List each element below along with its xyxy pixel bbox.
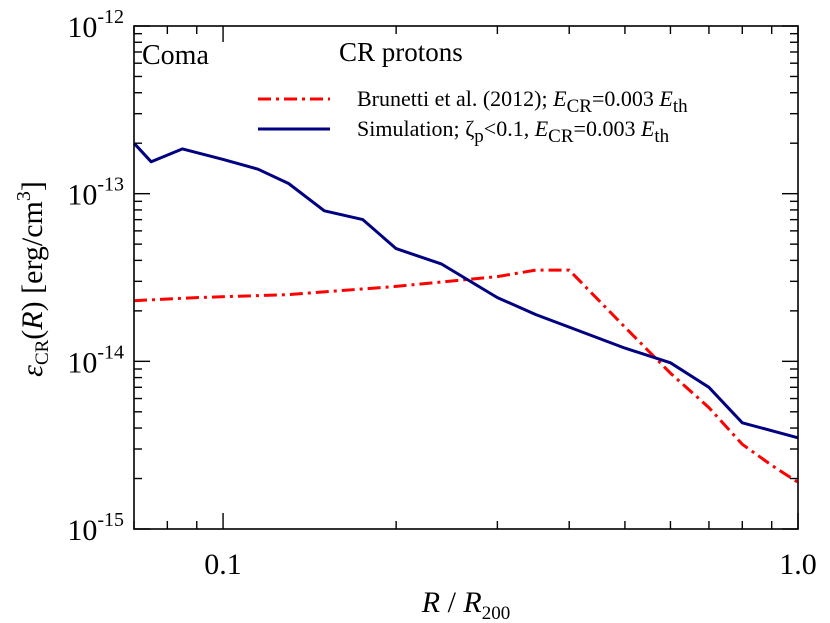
y-axis-title: εCR(R) [erg/cm3] <box>13 181 53 377</box>
x-tick-label: 0.1 <box>204 548 242 581</box>
legend: Brunetti et al. (2012); ECR=0.003 Eth Si… <box>258 86 688 147</box>
panel-label: Coma <box>142 40 209 71</box>
legend-label-simulation: Simulation; ζp<0.1, ECR=0.003 Eth <box>357 116 670 147</box>
y-tick-label: 10-12 <box>67 6 124 44</box>
y-tick-label: 10-14 <box>67 341 124 379</box>
axis-ticks <box>133 25 799 530</box>
x-tick-label: 1.0 <box>779 548 817 581</box>
plot-frame <box>133 25 799 530</box>
series-line-simulation <box>132 142 799 440</box>
series-lines <box>132 142 799 484</box>
legend-label-brunetti: Brunetti et al. (2012); ECR=0.003 Eth <box>357 86 688 117</box>
y-tick-label: 10-13 <box>67 174 124 212</box>
series-line-brunetti <box>133 268 799 484</box>
x-axis-title: R / R200 <box>421 586 511 623</box>
legend-title: CR protons <box>339 37 463 67</box>
y-tick-label: 10-15 <box>67 509 124 547</box>
tick-labels: 10-12 10-13 10-14 10-15 0.1 1.0 <box>67 6 816 581</box>
